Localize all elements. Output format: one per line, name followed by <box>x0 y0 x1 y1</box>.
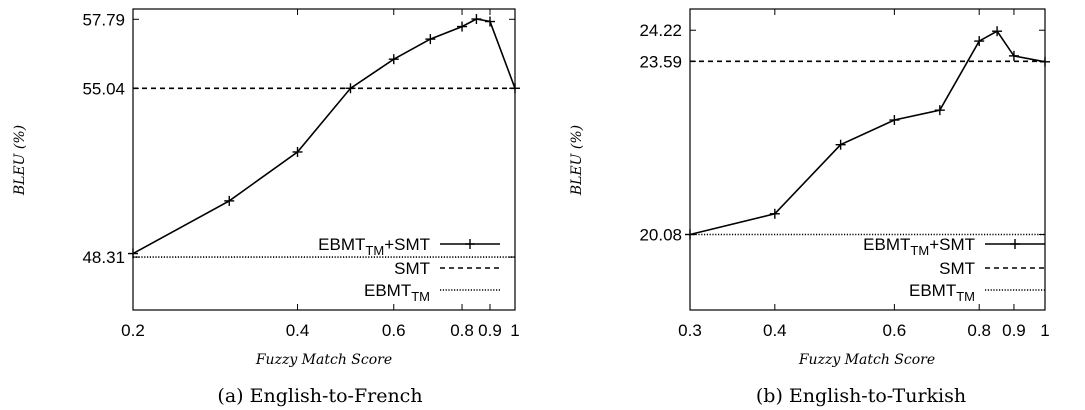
data-point <box>388 54 399 65</box>
data-point <box>769 208 780 219</box>
y-tick-label: 23.59 <box>639 52 682 71</box>
legend-label: EBMTTM+SMT <box>863 235 975 258</box>
y-tick-label: 48.31 <box>82 248 125 267</box>
x-tick-label: 0.6 <box>382 321 406 340</box>
x-tick-label: 0.3 <box>678 321 702 340</box>
chart-panel-1: 0.2 0.4 0.6 0.8 0.9 1 48.31 55.04 57.79 Fuzzy Mat… <box>12 8 520 407</box>
plot-frame <box>132 8 516 311</box>
y-axis-label: BLEU (%) <box>12 125 28 196</box>
y-tick-label: 57.79 <box>82 10 125 29</box>
x-tick-label: 0.4 <box>286 321 310 340</box>
y-axis-label: BLEU (%) <box>569 125 585 196</box>
data-point <box>425 34 436 45</box>
data-point <box>974 36 985 47</box>
y-tick-label: 24.22 <box>639 21 682 40</box>
series-line-1 <box>132 18 516 255</box>
data-point <box>835 139 846 150</box>
x-tick-label: 0.2 <box>121 321 145 340</box>
x-tick-label: 0.9 <box>478 321 502 340</box>
plot-frame <box>689 8 1046 311</box>
legend-label: SMT <box>939 259 975 278</box>
x-tick-label: 0.8 <box>967 321 991 340</box>
figure-caption: (a) English-to-French <box>217 385 422 407</box>
data-point <box>992 26 1003 37</box>
x-tick-label: 1 <box>1040 321 1049 340</box>
x-axis-label: Fuzzy Match Score <box>798 352 935 368</box>
legend-label: EBMTTM+SMT <box>318 235 430 258</box>
legend-label: EBMTTM <box>909 281 975 304</box>
figure-caption: (b) English-to-Turkish <box>756 385 966 407</box>
x-tick-label: 0.8 <box>450 321 474 340</box>
data-point <box>484 16 495 27</box>
data-point <box>471 14 482 25</box>
y-tick-label: 55.04 <box>82 79 125 98</box>
data-point <box>1008 50 1019 61</box>
data-point <box>889 115 900 126</box>
x-tick-label: 1 <box>510 321 519 340</box>
legend-label: EBMTTM <box>364 281 430 304</box>
x-tick-label: 0.4 <box>763 321 787 340</box>
x-tick-label: 0.6 <box>883 321 907 340</box>
data-point <box>457 21 468 32</box>
data-point <box>934 105 945 116</box>
legend-label: SMT <box>394 259 430 278</box>
data-point <box>224 195 235 206</box>
data-point <box>292 146 303 157</box>
x-tick-label: 0.9 <box>1002 321 1026 340</box>
x-axis-label: Fuzzy Match Score <box>255 352 392 368</box>
y-tick-label: 20.08 <box>639 226 682 245</box>
chart-panel-2: 0.3 0.4 0.6 0.8 0.9 1 20.08 23.59 24.22 Fuzzy Mat… <box>569 8 1050 407</box>
